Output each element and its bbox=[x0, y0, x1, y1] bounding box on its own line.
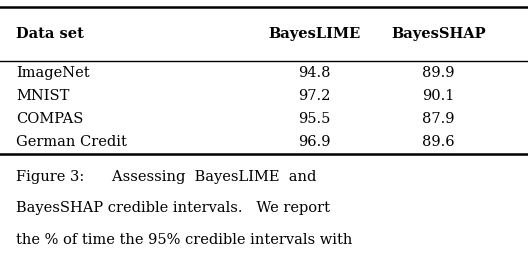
Text: the % of time the 95% credible intervals with: the % of time the 95% credible intervals… bbox=[16, 233, 352, 246]
Text: 89.9: 89.9 bbox=[422, 66, 455, 80]
Text: BayesSHAP credible intervals.   We report: BayesSHAP credible intervals. We report bbox=[16, 201, 330, 215]
Text: COMPAS: COMPAS bbox=[16, 112, 83, 126]
Text: ImageNet: ImageNet bbox=[16, 66, 89, 80]
Text: 95.5: 95.5 bbox=[298, 112, 331, 126]
Text: BayesSHAP: BayesSHAP bbox=[391, 27, 486, 41]
Text: German Credit: German Credit bbox=[16, 135, 127, 149]
Text: Figure 3:      Assessing  BayesLIME  and: Figure 3: Assessing BayesLIME and bbox=[16, 170, 316, 184]
Text: MNIST: MNIST bbox=[16, 89, 69, 103]
Text: 87.9: 87.9 bbox=[422, 112, 455, 126]
Text: 97.2: 97.2 bbox=[298, 89, 331, 103]
Text: 94.8: 94.8 bbox=[298, 66, 331, 80]
Text: Data set: Data set bbox=[16, 27, 84, 41]
Text: 89.6: 89.6 bbox=[422, 135, 455, 149]
Text: 96.9: 96.9 bbox=[298, 135, 331, 149]
Text: 90.1: 90.1 bbox=[422, 89, 455, 103]
Text: BayesLIME: BayesLIME bbox=[268, 27, 360, 41]
